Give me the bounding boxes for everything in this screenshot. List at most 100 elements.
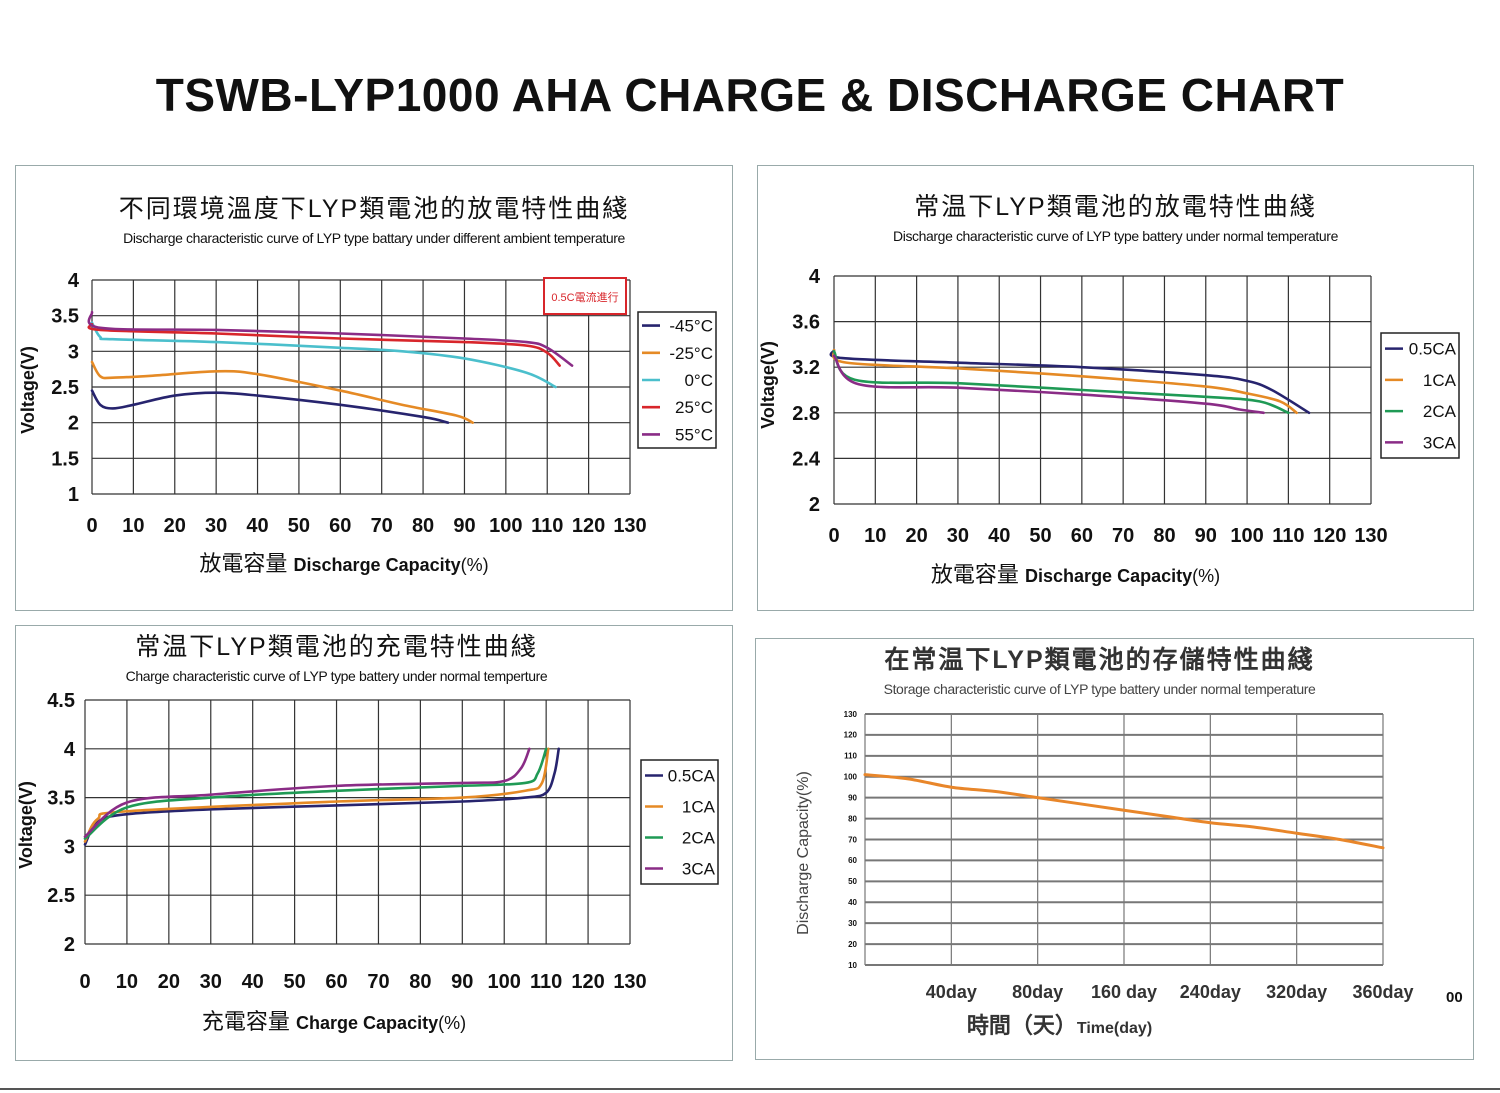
x-tick-label: 20: [164, 515, 186, 537]
y-tick-label: 30: [848, 919, 857, 928]
x-tick-label: 70: [1112, 525, 1134, 547]
chart-1: 22.42.83.23.640 10 20 30 40 50 60 70 80 90 100 110 1…: [758, 266, 1460, 547]
y-axis-label: Voltage(V): [18, 346, 38, 434]
y-tick-label: 3: [64, 836, 75, 858]
x-tick-label: 130: [1354, 525, 1387, 547]
x-tick-label: 120: [572, 515, 605, 537]
x-tick-label: 130: [613, 971, 646, 993]
y-axis-label: Discharge Capacity(%): [795, 771, 812, 935]
x-tick-label: 70: [371, 515, 393, 537]
x-tick-label: 320day: [1266, 982, 1327, 1002]
y-tick-label: 60: [848, 856, 857, 865]
chart-3: 10 20 30 40 50 60 70 80 90 100 110 120 130 40day 80day…: [795, 710, 1414, 1002]
y-tick-label: 40: [848, 898, 857, 907]
x-tick-label: 80: [412, 515, 434, 537]
panel-charge-rate: 常温下LYP類電池的充電特性曲綫 Charge characteristic c…: [15, 625, 733, 1061]
legend-label: -45°C: [669, 317, 713, 336]
series-line-Storage: [863, 773, 1385, 850]
series-line-1CA: [83, 747, 550, 843]
x-axis-label: 充電容量 Charge Capacity(%): [16, 1009, 652, 1036]
chart-2: 2 2.5 3 3.5 4 4.5 0 10 20 30 40 50 60 70 80 90 100 110 120…: [16, 690, 719, 993]
x-tick-label: 80: [409, 971, 431, 993]
series-line-3CA: [832, 354, 1265, 415]
note-text: 0.5C電流進行: [551, 290, 618, 304]
x-tick-label: 10: [122, 515, 144, 537]
x-axis-unit: (%): [1192, 566, 1221, 586]
x-axis-label-en: Discharge Capacity: [293, 555, 461, 575]
x-tick-label: 60: [1071, 525, 1093, 547]
x-tick-label: 10: [864, 525, 886, 547]
x-tick-label: 20: [158, 971, 180, 993]
x-tick-label: 120: [571, 971, 604, 993]
y-tick-label: 50: [848, 877, 857, 886]
legend-label: 1CA: [1423, 371, 1457, 390]
chart-title-cn: 不同環境溫度下LYP類電池的放電特性曲綫: [118, 195, 630, 223]
y-axis-label: Voltage(V): [758, 341, 778, 429]
x-tick-label: 80: [1153, 525, 1175, 547]
chart-title-cn: 常温下LYP類電池的充電特性曲綫: [135, 633, 538, 661]
series-line-0.5CA: [83, 747, 561, 846]
series-line-55C: [87, 310, 574, 367]
note-box: [543, 277, 627, 315]
y-tick-label: 70: [848, 835, 857, 844]
y-tick-label: 1.5: [51, 448, 79, 470]
y-tick-label: 130: [844, 710, 858, 719]
legend-label: 2CA: [1423, 402, 1457, 421]
x-tick-label: 120: [1313, 525, 1346, 547]
y-tick-label: 4.5: [47, 690, 75, 712]
x-axis-label-en: Time(day): [1076, 1020, 1153, 1037]
y-tick-label: 1: [68, 484, 79, 506]
legend-label: -25°C: [669, 344, 713, 363]
x-axis-label: 放電容量 Discharge Capacity(%): [16, 551, 672, 578]
x-tick-label: 10: [116, 971, 138, 993]
x-tick-label: 110: [530, 971, 562, 993]
x-tick-label: 100: [488, 971, 521, 993]
series-line-2CA: [83, 747, 548, 840]
legend-box: [1380, 332, 1460, 459]
x-axis-label: 放電容量 Discharge Capacity(%): [758, 562, 1393, 589]
y-tick-label: 4: [68, 270, 80, 292]
y-tick-label: 100: [844, 773, 858, 782]
y-tick-label: 120: [844, 731, 858, 740]
legend-label: 3CA: [1423, 433, 1457, 452]
y-tick-label: 3.6: [792, 312, 820, 334]
x-tick-label: 40: [246, 515, 268, 537]
legend-label: 0°C: [684, 371, 713, 390]
series-line-1CA: [831, 348, 1298, 415]
x-tick-label: 100: [489, 515, 522, 537]
x-tick-label: 360day: [1352, 982, 1413, 1002]
legend-label: 0.5CA: [1409, 340, 1457, 359]
y-tick-label: 80: [848, 814, 857, 823]
legend-label: 55°C: [675, 425, 713, 444]
x-axis-unit: (%): [460, 555, 489, 575]
y-axis-label: Voltage(V): [16, 781, 36, 869]
y-tick-label: 2: [64, 934, 75, 956]
x-tick-label: 30: [205, 515, 227, 537]
x-tick-label: 20: [905, 525, 927, 547]
y-tick-label: 2: [68, 413, 79, 435]
x-tick-label: 160 day: [1091, 982, 1157, 1002]
panel-storage: 在常温下LYP類電池的存儲特性曲綫 Storage characteristic…: [755, 638, 1474, 1060]
chart-title-en: Storage characteristic curve of LYP type…: [883, 681, 1316, 697]
stray-label: 00: [1446, 989, 1463, 1006]
y-tick-label: 110: [844, 752, 857, 761]
y-tick-label: 2.5: [47, 885, 75, 907]
chart-title-en: Discharge characteristic curve of LYP ty…: [123, 230, 625, 246]
x-axis-label-en: Charge Capacity: [296, 1013, 439, 1033]
y-tick-label: 3.5: [47, 788, 75, 810]
series-line--45C: [90, 389, 450, 424]
y-tick-label: 10: [848, 961, 857, 970]
series-line-0C: [90, 321, 557, 389]
legend-box: [640, 759, 719, 885]
x-tick-label: 80day: [1012, 982, 1063, 1002]
x-tick-label: 50: [283, 971, 305, 993]
x-tick-label: 30: [947, 525, 969, 547]
x-tick-label: 60: [325, 971, 347, 993]
legend-label: 0.5CA: [668, 767, 716, 786]
x-axis-label-cn: 放電容量: [199, 551, 288, 576]
y-tick-label: 3: [68, 341, 79, 363]
x-axis-label: 時間（天）Time(day): [756, 1013, 1363, 1042]
x-tick-label: 40day: [926, 982, 977, 1002]
y-tick-label: 2.8: [792, 403, 820, 425]
